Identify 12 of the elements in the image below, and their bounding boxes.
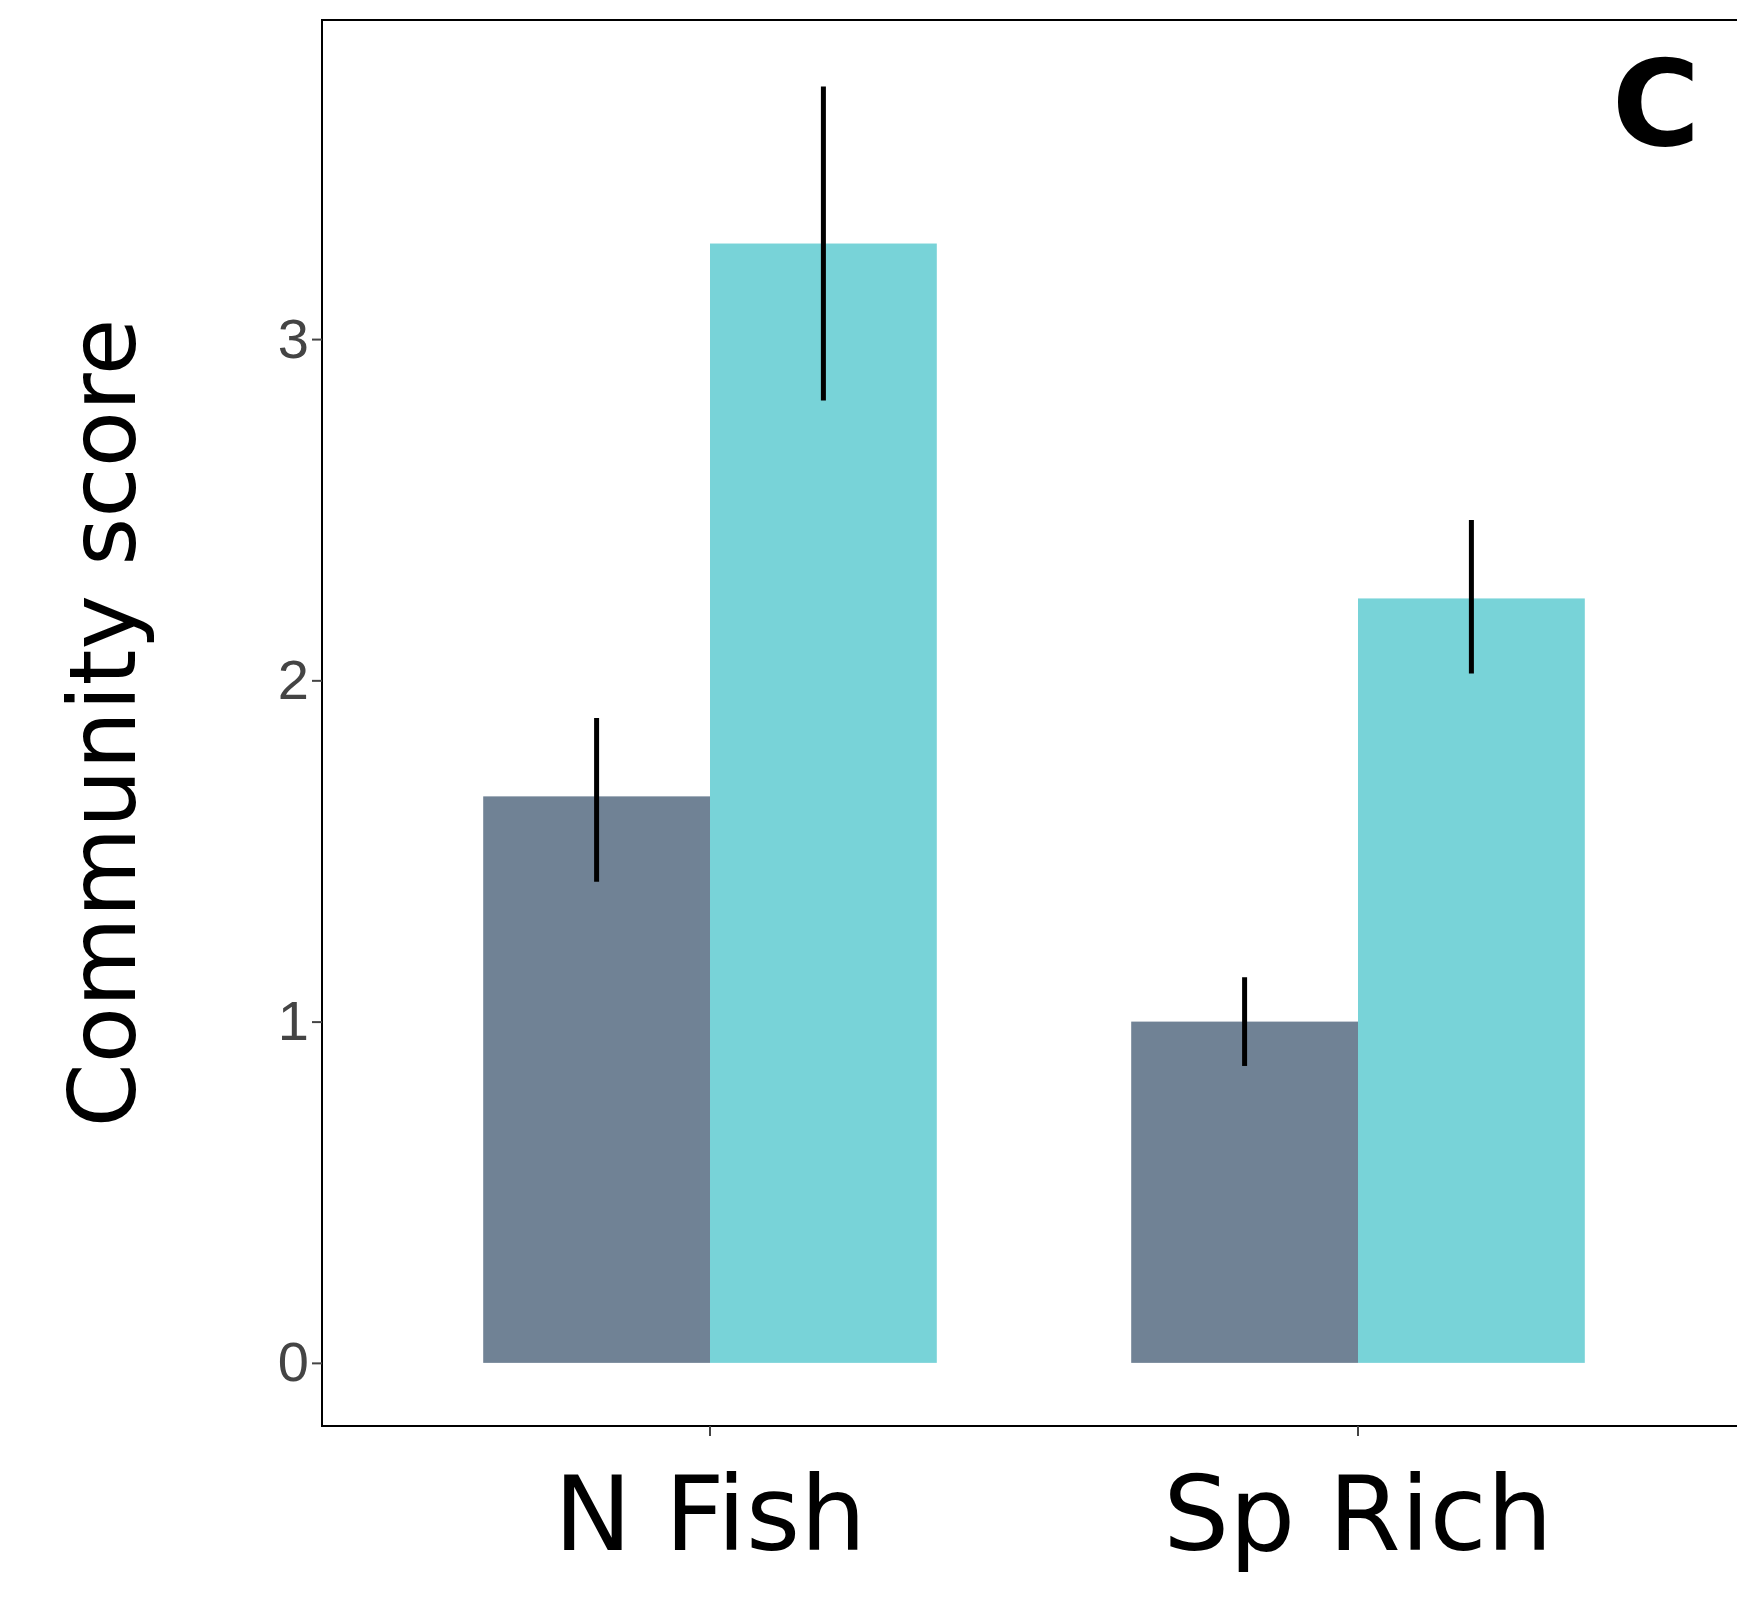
bar — [1131, 1021, 1358, 1363]
y-tick-label: 2 — [277, 647, 309, 711]
y-tick-label: 1 — [277, 989, 309, 1053]
y-tick-label: 0 — [277, 1330, 309, 1394]
bar — [483, 796, 710, 1363]
y-axis-title: Community score — [50, 318, 157, 1128]
chart-title: C — [1611, 34, 1700, 173]
x-tick-label: N Fish — [553, 1452, 867, 1575]
bar — [1358, 598, 1585, 1363]
bar — [710, 243, 937, 1363]
x-tick-label: Sp Rich — [1163, 1452, 1553, 1575]
y-tick-label: 3 — [277, 306, 309, 370]
